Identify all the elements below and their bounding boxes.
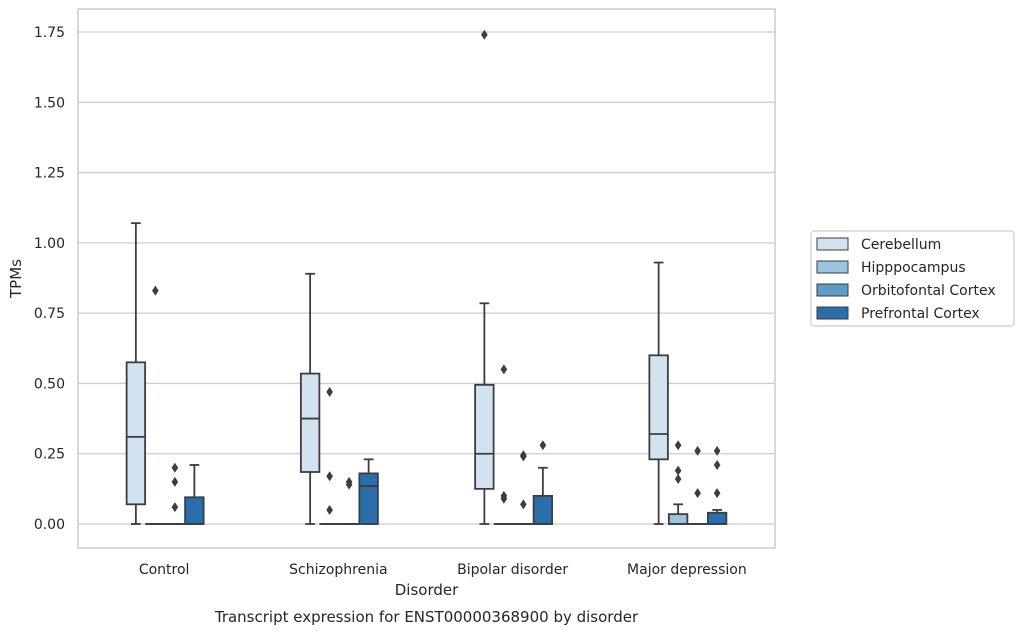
legend-frame [810,230,1015,327]
box [299,372,321,473]
y-axis-title: TPMs [7,259,25,299]
x-tick-label: Major depression [627,562,747,578]
outlier-point [171,502,179,513]
x-axis-title: Disorder [395,581,459,599]
box [184,496,205,525]
x-axis-ticks: Control Schizophrenia Bipolar disorder Majo… [139,562,747,578]
y-tick-label: 1.25 [34,166,65,182]
legend-label: Cerebellum [861,237,941,253]
y-tick-label: 1.50 [34,95,65,111]
outlier-point [694,445,701,456]
y-tick-label: 1.00 [34,236,65,252]
box [474,383,495,490]
outlier-point [326,504,333,515]
outlier-point [500,493,508,504]
outlier-point [674,474,682,485]
outlier-point [152,285,159,296]
outlier-point [326,386,333,397]
legend-label: Orbitofontal Cortex [861,283,996,299]
box [706,511,728,525]
outlier-point [520,451,527,462]
legend-swatch [816,306,849,320]
series-prefrontal-cortex [184,440,728,525]
outlier-point [694,488,701,499]
outlier-point [713,445,721,456]
outlier-point [713,459,721,470]
plot-frame [77,8,776,549]
y-tick-label: 0.25 [34,447,65,463]
box [648,354,669,461]
y-tick-label: 0.50 [34,376,65,392]
y-tick-label: 0.00 [34,517,65,533]
outlier-point [500,364,508,375]
legend-item: Orbitofontal Cortex [816,283,996,299]
series-orbitofontal-cortex [164,445,708,525]
x-tick-label: Bipolar disorder [457,562,568,578]
x-tick-label: Schizophrenia [289,562,387,578]
box [532,494,554,525]
outlier-point [481,29,488,40]
legend-item: Prefrontal Cortex [816,306,980,322]
outlier-point [520,499,527,510]
series-cerebellum [125,29,669,525]
x-tick-label: Control [139,562,190,578]
legend: Cerebellum Hipppocampus Orbitofontal Corte… [810,230,1015,327]
legend-label: Prefrontal Cortex [861,306,980,322]
outlier-point [171,476,179,487]
outlier-point [713,488,721,499]
y-axis-ticks: 0.00 0.25 0.50 0.75 1.00 1.25 1.50 1.75 [34,25,65,533]
box [667,513,689,525]
box [358,472,379,525]
legend-swatch [816,260,849,274]
chart-caption: Transcript expression for ENST0000036890… [214,608,639,626]
gridlines [78,31,775,525]
outlier-point [171,462,179,473]
box [125,361,147,506]
outlier-point [326,471,333,482]
box-series [125,29,728,525]
outlier-point [674,440,682,451]
y-tick-label: 1.75 [34,25,65,41]
legend-item: Cerebellum [816,237,941,253]
legend-swatch [816,237,849,251]
y-tick-label: 0.75 [34,306,65,322]
legend-label: Hipppocampus [861,260,966,276]
outlier-point [345,479,353,490]
legend-swatch [816,283,849,297]
legend-item: Hipppocampus [816,260,966,276]
series-hipppocampus [145,285,689,525]
outlier-point [539,440,547,451]
outlier-point [674,465,682,476]
